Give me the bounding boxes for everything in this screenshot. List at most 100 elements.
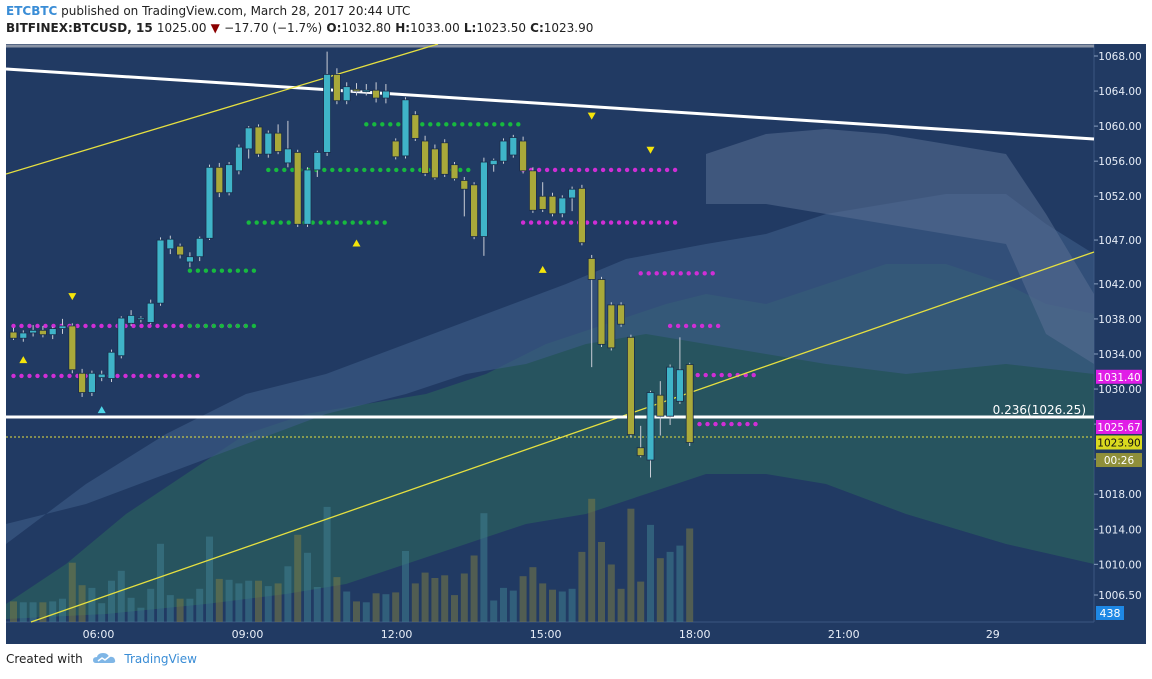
indicator-dot bbox=[632, 220, 638, 225]
volume-bar bbox=[206, 536, 213, 622]
up-arrow-icon bbox=[97, 406, 106, 414]
candle-body bbox=[460, 180, 469, 190]
indicator-dot bbox=[520, 220, 526, 225]
tradingview-cloud-icon bbox=[92, 652, 117, 667]
candle-body bbox=[97, 373, 106, 379]
candle-body bbox=[195, 237, 204, 258]
indicator-dot bbox=[246, 220, 251, 225]
indicator-dot bbox=[75, 323, 80, 329]
up-arrow-icon bbox=[352, 239, 361, 247]
indicator-dot bbox=[640, 220, 646, 225]
indicator-dot bbox=[592, 220, 598, 225]
indicator-dot bbox=[354, 167, 359, 173]
y-tick-label: 1064.00 bbox=[1098, 86, 1141, 98]
indicator-dot bbox=[678, 271, 683, 276]
volume-bar bbox=[196, 588, 204, 622]
candle-body bbox=[529, 170, 537, 211]
indicator-dot bbox=[394, 167, 399, 173]
indicator-dot bbox=[715, 323, 721, 329]
tradingview-link[interactable]: TradingView bbox=[124, 652, 197, 666]
indicator-dot bbox=[35, 373, 40, 379]
volume-bar bbox=[137, 607, 145, 622]
indicator-dot bbox=[648, 167, 654, 173]
candle-body bbox=[538, 195, 547, 210]
candle-body bbox=[509, 137, 518, 156]
volume-bar bbox=[186, 598, 194, 622]
candle-body bbox=[48, 328, 57, 336]
candle-body bbox=[136, 317, 145, 320]
chart-area[interactable]: 0.236(1026.25) 1068.00 1064.00 1060.00 1056… bbox=[5, 43, 1146, 644]
y-tick-label: 1056.00 bbox=[1098, 156, 1141, 168]
created-with-text: Created with bbox=[6, 652, 83, 666]
volume-bar bbox=[421, 572, 429, 622]
candle-body bbox=[391, 140, 400, 158]
indicator-dot bbox=[187, 373, 192, 379]
indicator-dot bbox=[560, 167, 566, 173]
indicator-dot bbox=[334, 220, 339, 225]
author-name[interactable]: ETCBTC bbox=[6, 4, 58, 18]
volume-bar bbox=[353, 601, 360, 622]
up-arrow-icon bbox=[19, 356, 28, 364]
footer: Created with TradingView bbox=[6, 652, 197, 667]
indicator-dot bbox=[386, 167, 391, 173]
candle-body bbox=[205, 166, 214, 239]
candle-body bbox=[519, 140, 527, 172]
trendline-white-upper bbox=[5, 67, 1095, 141]
indicator-dot bbox=[444, 122, 449, 127]
indicator-dot bbox=[436, 122, 441, 127]
indicator-dot bbox=[203, 268, 209, 273]
candle-body bbox=[627, 336, 635, 436]
indicator-dot bbox=[318, 220, 323, 225]
volume-bar bbox=[402, 551, 409, 622]
volume-bar bbox=[264, 586, 272, 622]
volume-bar bbox=[10, 601, 17, 622]
indicator-dot bbox=[374, 220, 379, 225]
volume-bar bbox=[451, 595, 458, 622]
volume-bar bbox=[323, 506, 331, 622]
indicator-dot bbox=[675, 323, 681, 329]
volume-bar bbox=[656, 558, 664, 622]
price-label-box bbox=[1096, 419, 1142, 434]
volume-bar bbox=[558, 591, 566, 622]
y-tick-label: 1034.00 bbox=[1098, 349, 1141, 361]
indicator-dot bbox=[492, 122, 497, 127]
indicator-dot bbox=[648, 220, 654, 225]
indicator-dot bbox=[667, 323, 673, 329]
indicator-dot bbox=[721, 421, 726, 427]
candle-body bbox=[146, 302, 155, 323]
y-tick-label: 1068.00 bbox=[1098, 51, 1141, 63]
indicator-dot bbox=[286, 220, 291, 225]
volume-bar bbox=[431, 578, 439, 622]
volume-bar bbox=[166, 595, 174, 622]
indicator-dot bbox=[568, 167, 574, 173]
indicator-dot bbox=[27, 323, 32, 329]
indicator-dot bbox=[662, 271, 667, 276]
volume-bar bbox=[441, 575, 449, 622]
down-arrow-icon bbox=[68, 293, 77, 301]
candle-body bbox=[39, 329, 47, 336]
candle-body bbox=[244, 127, 253, 150]
indicator-dot bbox=[219, 323, 225, 329]
indicator-dot bbox=[528, 220, 534, 225]
candle-body bbox=[558, 197, 567, 215]
price-chart[interactable]: 0.236(1026.25) 1068.00 1064.00 1060.00 1056… bbox=[5, 43, 1146, 644]
volume-bar bbox=[598, 542, 605, 622]
volume-bar bbox=[666, 551, 674, 622]
indicator-dot bbox=[632, 167, 638, 173]
volume-bar bbox=[98, 603, 106, 622]
volume-bar bbox=[676, 545, 684, 622]
up-arrow-icon bbox=[538, 265, 547, 273]
volume-bar bbox=[519, 576, 527, 622]
indicator-dot bbox=[67, 373, 72, 379]
indicator-dot bbox=[402, 167, 407, 173]
indicator-dot bbox=[338, 167, 343, 173]
indicator-dot bbox=[705, 421, 710, 427]
indicator-dot bbox=[35, 323, 40, 329]
indicator-dot bbox=[452, 122, 457, 127]
indicator-dot bbox=[195, 323, 201, 329]
indicator-dot bbox=[195, 373, 200, 379]
indicator-dot bbox=[536, 220, 542, 225]
volume-bar bbox=[215, 578, 223, 622]
indicator-dot bbox=[364, 122, 369, 127]
y-tick-label: 1010.00 bbox=[1098, 559, 1141, 571]
